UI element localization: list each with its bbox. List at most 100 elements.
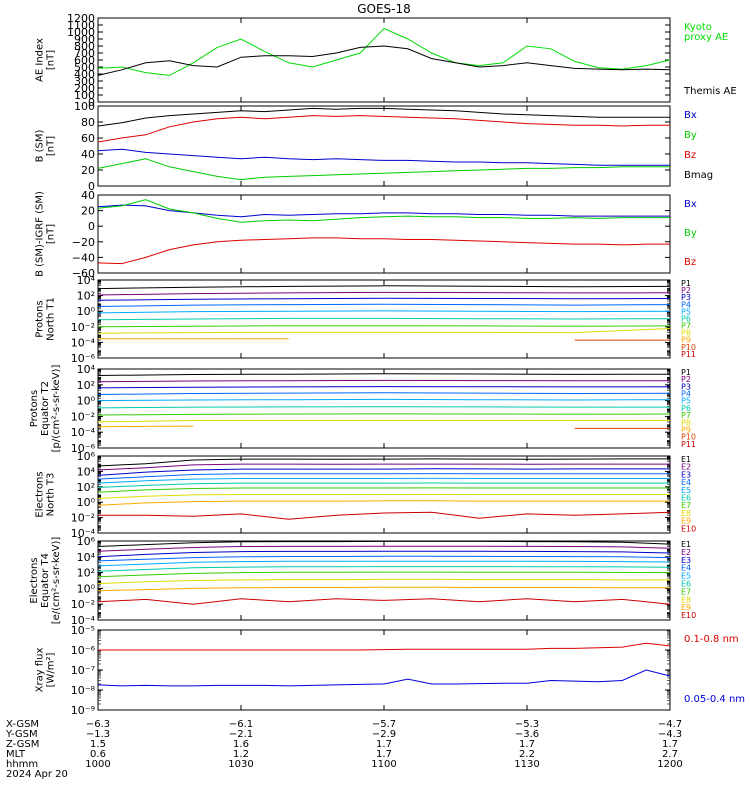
- series-line-themis-ae: [97, 45, 671, 76]
- y-tick-label: 900: [74, 33, 95, 46]
- legend-entry: P8: [681, 329, 691, 338]
- legend-entry: P1: [681, 368, 691, 377]
- series-line-p5: [97, 310, 671, 314]
- legend-entry: E7: [681, 501, 691, 510]
- y-axis-label: [W/m²]: [46, 652, 57, 687]
- legend-entry: Bz: [684, 257, 696, 268]
- legend-entry: E10: [681, 611, 696, 620]
- panel-frame: [97, 194, 671, 274]
- legend-entry: P9: [681, 336, 691, 345]
- y-tick-label: 10⁻²: [71, 598, 95, 611]
- ephemeris-value: −6.1: [229, 719, 253, 730]
- legend-entry: E9: [681, 517, 691, 526]
- legend-entry: By: [684, 130, 697, 141]
- legend-entry: E2: [681, 463, 691, 472]
- legend-entry: P8: [681, 418, 691, 427]
- series-line-p8: [97, 420, 670, 423]
- y-tick-label: 300: [74, 75, 95, 88]
- legend-entry: Themis AE: [683, 86, 737, 97]
- ephemeris-row-label: X-GSM: [6, 719, 39, 730]
- ephemeris-row-label: hhmm: [6, 759, 38, 770]
- legend-entry: E8: [681, 509, 691, 518]
- series-line-e1: [97, 540, 671, 547]
- panel-bigrf: −60 −40 −20 0 20 40 B (SM)-IGRF (SM) [nT] Bx By Bz: [35, 189, 697, 280]
- y-tick-label: 400: [74, 68, 95, 81]
- series-line-e4: [97, 473, 670, 480]
- y-tick-label: 10⁻⁵: [71, 624, 95, 637]
- ephemeris-value: −4.7: [658, 719, 682, 730]
- legend-entry: proxy AE: [684, 32, 728, 43]
- y-tick-label: 10⁴: [77, 465, 96, 478]
- ephemeris-value: 1130: [514, 759, 539, 770]
- ephemeris-value: −2.9: [372, 729, 396, 740]
- legend-entry: E4: [681, 564, 691, 573]
- series-line-e8: [97, 494, 670, 499]
- panel-bsm: 0 20 40 60 80 100 B (SM) [nT] Bx By Bz Bmag: [35, 100, 714, 193]
- series-line-bz: [97, 237, 670, 265]
- y-tick-label: 700: [74, 47, 95, 60]
- legend-entry: P5: [681, 307, 691, 316]
- legend-entry: P3: [681, 293, 691, 302]
- ephemeris-value: 1.7: [519, 739, 535, 750]
- y-tick-label: 0: [88, 96, 95, 109]
- legend-entry: P10: [681, 343, 696, 352]
- series-line-p1: [97, 373, 671, 376]
- y-tick-label: 10⁰: [77, 496, 96, 509]
- legend-entry: E6: [681, 580, 691, 589]
- legend-entry: E6: [681, 494, 691, 503]
- y-axis-label: [p/(cm²-s-sr-keV)]: [51, 365, 62, 453]
- y-tick-label: 10⁻²: [71, 512, 95, 525]
- y-tick-label: −20: [72, 236, 95, 249]
- series-line-e10: [98, 511, 671, 520]
- legend-entry: E10: [681, 524, 696, 533]
- ephemeris-value: 1.6: [233, 739, 249, 750]
- panel-ae: 0100200300400500600700800900100011001200…: [35, 12, 737, 109]
- series-line-e6: [97, 482, 670, 488]
- series-line-e8: [97, 578, 670, 585]
- series-line-p6: [97, 406, 670, 409]
- ephemeris-value: −5.3: [515, 719, 539, 730]
- legend-entry: Bz: [684, 150, 696, 161]
- y-tick-label: 10⁻⁶: [71, 352, 96, 365]
- series-line-e10: [97, 598, 671, 605]
- series-line-e3: [97, 468, 670, 476]
- series-line-e9: [97, 586, 670, 592]
- y-axis-label: Protons: [35, 300, 46, 337]
- legend-entry: E8: [681, 595, 691, 604]
- y-tick-label: 10²: [77, 290, 95, 303]
- y-axis-label: North T3: [46, 473, 57, 517]
- y-tick-label: 600: [74, 54, 95, 67]
- ephemeris-value: −2.1: [229, 729, 253, 740]
- y-tick-label: 10⁰: [77, 582, 96, 595]
- series-line-e9: [97, 500, 670, 506]
- series-line-p6: [97, 317, 671, 321]
- y-axis-label: [nT]: [46, 136, 57, 156]
- ephemeris-row-label: 2024 Apr 20: [6, 769, 68, 780]
- y-tick-label: 500: [74, 61, 95, 74]
- y-tick-label: 10²: [77, 481, 95, 494]
- legend-entry: P4: [681, 390, 691, 399]
- y-tick-label: 10⁻⁶: [71, 644, 96, 657]
- y-tick-label: 200: [74, 82, 95, 95]
- series-line-e5: [97, 560, 671, 567]
- legend-entry: P7: [681, 411, 691, 420]
- series-line-e6: [97, 566, 671, 572]
- series-line-0-1-0-8-nm: [98, 642, 671, 651]
- y-tick-label: 800: [74, 40, 95, 53]
- legend-entry: P9: [681, 425, 691, 434]
- series-line-bx: [97, 148, 670, 166]
- y-tick-label: 0: [88, 220, 95, 233]
- y-tick-label: 10⁴: [77, 551, 96, 564]
- legend-entry: P6: [681, 314, 691, 323]
- legend-entry: E3: [681, 470, 691, 479]
- legend-entry: P1: [681, 279, 691, 288]
- panel-pe: 10⁻⁶ 10⁻⁴ 10⁻² 10⁰ 10² 10⁴ Protons Equator T2 [p…: [29, 363, 696, 455]
- series-line-p3: [97, 386, 671, 389]
- legend-entry: P10: [681, 433, 696, 442]
- panel-pn: 10⁻⁶ 10⁻⁴ 10⁻² 10⁰ 10² 10⁴ Protons North T1 P1P2…: [35, 274, 697, 365]
- ephemeris-value: 0.6: [90, 749, 106, 760]
- y-axis-label: Electrons: [29, 557, 40, 603]
- legend-entry: P11: [681, 350, 696, 359]
- series-line-e2: [97, 545, 671, 552]
- legend-entry: P7: [681, 322, 691, 331]
